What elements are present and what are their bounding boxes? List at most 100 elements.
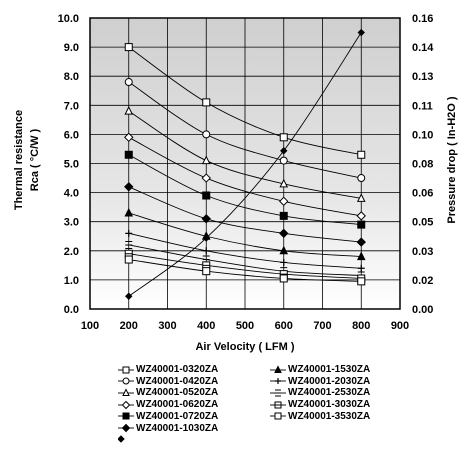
series-line <box>128 253 362 279</box>
data-point <box>124 150 133 159</box>
legend-swatch <box>118 435 125 443</box>
legend-label: WZ40001-1530ZA <box>288 364 371 375</box>
x-tick-label: 700 <box>313 320 331 332</box>
data-point <box>202 267 211 276</box>
legend-swatch <box>270 378 286 385</box>
legend-swatch-marker <box>274 401 282 409</box>
legend-item: WZ40001-2530ZA <box>270 387 370 398</box>
legend-swatch-marker <box>121 423 131 433</box>
data-point <box>202 130 211 139</box>
legend-swatch <box>270 389 286 397</box>
series-line <box>128 232 362 269</box>
series-line <box>128 136 362 217</box>
x-tick-label: 800 <box>352 320 370 332</box>
legend-item: WZ40001-0420ZA <box>118 376 218 387</box>
legend-item: WZ40001-0320ZA <box>118 364 218 375</box>
legend-swatch <box>118 388 134 396</box>
y-tick-label: 1.0 <box>64 275 79 287</box>
x-tick-label: 900 <box>391 320 409 332</box>
legend-label: WZ40001-3530ZA <box>288 410 371 422</box>
legend-label: WZ40001-2530ZA <box>288 387 371 399</box>
legend-item: WZ40001-0620ZA <box>118 399 218 410</box>
y2-tick-label: 0.05 <box>412 217 433 229</box>
legend-swatch-marker <box>274 364 282 373</box>
data-point <box>202 234 210 242</box>
legend-swatch-marker <box>274 412 282 420</box>
data-point <box>280 258 288 266</box>
y-tick-label: 5.0 <box>64 159 79 171</box>
legend-swatch-marker <box>122 412 130 420</box>
legend-swatch-marker <box>122 388 130 396</box>
y2-tick-labels: 0.00 0.02 0.03 0.05 0.06 0.08 0.10 0.11 0.13 0.14… <box>412 13 434 316</box>
y-tick-label: 10.0 <box>58 13 79 25</box>
y-axis-title-line2: Rca ( °C/W ) <box>29 128 41 191</box>
y-tick-label: 4.0 <box>64 188 79 200</box>
y2-tick-label: 0.11 <box>412 100 433 112</box>
legend-swatch <box>118 366 134 373</box>
legend-item-pressure <box>118 434 136 444</box>
data-point <box>124 255 133 264</box>
legend-item: WZ40001-3030ZA <box>270 399 370 410</box>
legend-swatch <box>118 423 134 433</box>
legend-label: WZ40001-3030ZA <box>288 399 371 411</box>
y-tick-label: 7.0 <box>64 100 79 112</box>
legend-swatch-marker <box>275 378 281 385</box>
legend-label: WZ40001-0520ZA <box>136 387 219 399</box>
legend-swatch-marker <box>121 400 131 409</box>
data-point <box>279 228 289 239</box>
y-axis-title-line1: Thermal resistance <box>13 110 25 210</box>
series-line <box>128 212 362 258</box>
data-point <box>356 211 366 221</box>
legend-item: WZ40001-3530ZA <box>270 411 370 422</box>
data-point <box>356 237 366 247</box>
data-point <box>280 147 288 155</box>
data-point <box>279 274 288 283</box>
y2-tick-label: 0.06 <box>412 188 433 200</box>
data-point <box>357 277 366 286</box>
series-line <box>128 186 362 243</box>
y2-tick-label: 0.02 <box>412 275 433 287</box>
legend-swatch <box>118 412 134 420</box>
legend-item: WZ40001-0720ZA <box>118 411 218 422</box>
data-point <box>279 133 288 142</box>
legend-swatch-marker <box>122 377 130 385</box>
legend-label: WZ40001-0720ZA <box>136 410 219 422</box>
data-point <box>357 28 365 37</box>
data-point <box>279 196 289 207</box>
legend-swatch <box>118 400 134 409</box>
legend-swatch <box>270 412 286 420</box>
data-point <box>279 156 288 165</box>
series-line <box>128 259 362 282</box>
series-lines <box>128 32 362 297</box>
y-tick-label: 9.0 <box>64 42 79 54</box>
legend-swatch <box>270 364 286 373</box>
legend-label: WZ40001-0620ZA <box>136 399 219 411</box>
x-tick-label: 300 <box>158 320 176 332</box>
series-line <box>128 46 362 156</box>
series-line <box>128 154 362 226</box>
legend-item: WZ40001-0520ZA <box>118 387 218 398</box>
pressure-drop-line <box>128 32 362 297</box>
data-point <box>124 106 134 115</box>
legend-swatch <box>270 401 286 409</box>
data-point <box>202 247 210 255</box>
x-tick-label: 100 <box>81 320 99 332</box>
data-point <box>124 182 134 192</box>
data-point <box>125 229 133 237</box>
data-point <box>202 191 211 200</box>
data-point <box>356 193 366 202</box>
y2-tick-label: 0.10 <box>412 129 433 141</box>
data-point <box>125 240 133 249</box>
series-line <box>128 244 362 276</box>
y2-axis-title: Pressure drop ( In-H2O ) <box>446 96 458 223</box>
data-point <box>279 211 288 220</box>
data-point <box>201 214 211 224</box>
series-line <box>128 110 362 199</box>
y-tick-label: 3.0 <box>64 217 79 229</box>
x-tick-label: 400 <box>197 320 215 332</box>
markers <box>124 28 366 300</box>
legend-swatch-marker <box>122 366 130 373</box>
data-point <box>125 292 133 300</box>
legend-swatch-marker <box>118 435 125 443</box>
y-tick-label: 6.0 <box>64 129 79 141</box>
